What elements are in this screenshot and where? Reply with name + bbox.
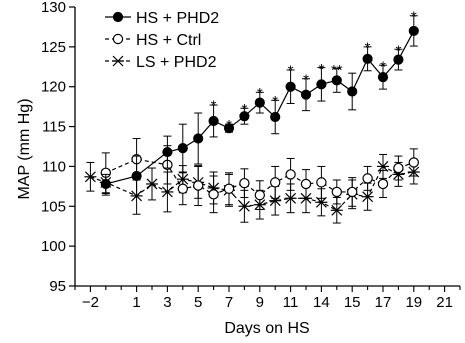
- significance-marker: *: [257, 85, 263, 102]
- y-axis-title: MAP (mm Hg): [16, 98, 33, 199]
- data-point: [208, 189, 219, 200]
- data-point: [316, 177, 327, 188]
- data-point: [131, 170, 142, 182]
- significance-marker: *: [226, 117, 232, 134]
- legend-label: LS + PHD2: [136, 54, 217, 71]
- x-tick-label: 7: [225, 294, 233, 311]
- data-point: [315, 196, 328, 208]
- x-tick-label: 15: [344, 294, 361, 311]
- x-tick-label: 1: [132, 294, 140, 311]
- y-tick-label: 125: [41, 39, 66, 56]
- y-tick-label: 130: [41, 0, 66, 16]
- legend-marker: [112, 11, 124, 23]
- y-tick-label: 115: [42, 119, 66, 136]
- data-point: [162, 146, 173, 158]
- series-hs-phd2: [100, 15, 419, 197]
- data-point: [146, 178, 158, 190]
- significance-marker: *: [303, 71, 309, 88]
- significance-marker: *: [395, 43, 401, 60]
- x-tick-label: 9: [256, 294, 264, 311]
- x-tick-label: 17: [375, 294, 392, 311]
- x-axis-title: Days on HS: [224, 320, 309, 337]
- data-point: [161, 186, 174, 198]
- y-tick-label: 95: [49, 278, 66, 295]
- x-tick-label: 5: [194, 294, 202, 311]
- legend-marker: [112, 33, 124, 45]
- y-tick-label: 105: [41, 198, 66, 215]
- data-point: [377, 178, 389, 190]
- data-point: [393, 162, 404, 174]
- data-point: [362, 173, 373, 184]
- data-point: [270, 111, 281, 123]
- series-layer: [84, 15, 420, 224]
- data-point: [84, 171, 97, 183]
- x-tick-label: 3: [163, 294, 171, 311]
- x-tick-label: −2: [82, 294, 99, 311]
- legend-marker: [112, 55, 124, 67]
- legend-item: HS + PHD2: [105, 10, 219, 27]
- data-point: [361, 191, 374, 203]
- legend-item: HS + Ctrl: [105, 32, 201, 49]
- significance-marker: *: [211, 98, 217, 115]
- data-point: [330, 204, 343, 216]
- significance-marker: *: [380, 59, 386, 76]
- data-point: [285, 81, 296, 92]
- legend-label: HS + PHD2: [136, 10, 219, 27]
- data-point: [238, 200, 251, 212]
- y-tick-label: 120: [41, 79, 66, 96]
- data-point: [239, 177, 250, 189]
- x-tick-label: 19: [405, 294, 422, 311]
- data-point: [223, 183, 235, 194]
- data-point: [177, 142, 188, 154]
- data-point: [331, 186, 342, 198]
- data-point: [331, 75, 342, 86]
- data-point: [377, 161, 389, 172]
- data-point: [408, 25, 419, 37]
- data-point: [270, 177, 281, 188]
- legend: HS + PHD2 HS + Ctrl LS + PHD2: [105, 10, 219, 71]
- significance-annotations: **** **** ******: [211, 8, 417, 133]
- data-point: [193, 133, 204, 144]
- data-point: [177, 183, 188, 194]
- significance-marker: *: [365, 39, 371, 56]
- series-hs-ctrl: [100, 138, 419, 214]
- axes: 95 100 105 110 115 120 125 130 −2 1 3 5 7 9 11 14 15 17 19…: [41, 0, 461, 311]
- data-point: [254, 189, 265, 201]
- significance-marker: *: [411, 8, 417, 25]
- data-point: [362, 53, 373, 64]
- y-tick-label: 110: [42, 158, 66, 175]
- data-point: [239, 111, 250, 122]
- data-point: [347, 186, 358, 198]
- significance-marker: *: [288, 63, 294, 80]
- data-point: [285, 169, 296, 180]
- data-point: [269, 195, 282, 207]
- data-point: [316, 79, 327, 90]
- legend-label: HS + Ctrl: [136, 32, 201, 49]
- y-tick-label: 100: [41, 238, 66, 255]
- significance-marker: *: [241, 101, 247, 118]
- data-point: [300, 89, 312, 100]
- data-point: [254, 97, 265, 108]
- x-tick-label: 14: [313, 294, 330, 311]
- significance-marker: *: [318, 61, 324, 78]
- data-point: [284, 192, 297, 204]
- x-tick-label: 11: [283, 294, 299, 311]
- data-point: [192, 180, 204, 191]
- data-point: [393, 54, 404, 65]
- data-point: [377, 72, 389, 83]
- x-tick-label: 21: [436, 294, 453, 311]
- data-point: [100, 178, 111, 190]
- significance-marker: **: [331, 62, 343, 79]
- data-point: [408, 157, 419, 168]
- significance-marker: *: [272, 93, 278, 110]
- data-point: [223, 123, 235, 134]
- data-point: [300, 178, 312, 190]
- legend-item: LS + PHD2: [105, 54, 217, 71]
- data-point: [208, 115, 219, 127]
- data-point: [347, 86, 358, 97]
